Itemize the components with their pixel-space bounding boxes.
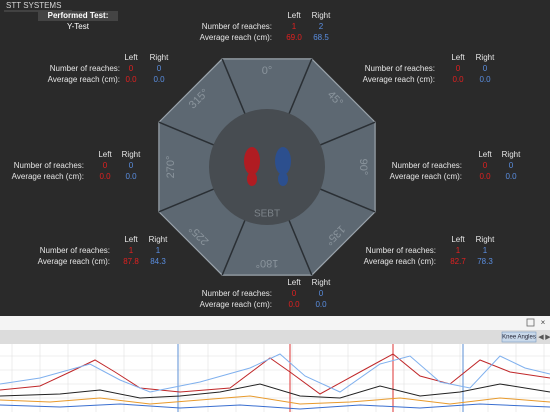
avg-label: Average reach (cm):: [12, 172, 84, 181]
angle-label: 270°: [165, 156, 177, 179]
left-header: Left: [451, 235, 465, 244]
test-name: Y-Test: [67, 22, 90, 31]
left-reaches: 1: [292, 22, 297, 31]
reaches-label: Number of reaches:: [40, 246, 110, 255]
left-heel: [247, 172, 257, 186]
angle-label: 0°: [262, 65, 273, 77]
left-header: Left: [124, 53, 138, 62]
reaches-label: Number of reaches:: [366, 246, 436, 255]
left-avg: 0.0: [99, 172, 111, 181]
angle-label: 90°: [357, 159, 369, 176]
graph-titlebar: [0, 316, 550, 330]
left-header: Left: [287, 278, 301, 287]
graph-grid: [0, 344, 550, 412]
graph-lines: [0, 344, 550, 412]
scroll-right[interactable]: ▶: [545, 334, 550, 341]
left-avg: 69.0: [286, 33, 302, 42]
right-avg: 0.0: [153, 75, 165, 84]
left-avg: 0.0: [452, 75, 464, 84]
left-avg: 0.0: [288, 300, 300, 309]
right-avg: 0.0: [479, 75, 491, 84]
right-avg: 0.0: [125, 172, 137, 181]
graph-line: [0, 353, 550, 393]
knee-angles-label[interactable]: Knee Angles: [502, 335, 536, 341]
right-header: Right: [150, 53, 169, 62]
left-reaches: 0: [103, 161, 108, 170]
left-reaches: 0: [292, 289, 297, 298]
reaches-label: Number of reaches:: [392, 161, 462, 170]
right-reaches: 0: [509, 161, 514, 170]
close-button[interactable]: ×: [541, 318, 546, 327]
right-avg: 68.5: [313, 33, 329, 42]
right-reaches: 1: [156, 246, 161, 255]
graph-toolbar: [0, 330, 550, 344]
right-reaches: 0: [157, 64, 162, 73]
avg-label: Average reach (cm):: [48, 75, 120, 84]
graph-line: [0, 403, 550, 410]
right-reaches: 0: [319, 289, 324, 298]
left-foot: [244, 147, 260, 175]
left-reaches: 0: [129, 64, 134, 73]
left-header: Left: [478, 150, 492, 159]
restore-button[interactable]: [526, 318, 535, 327]
right-reaches: 0: [129, 161, 134, 170]
avg-label: Average reach (cm):: [38, 257, 110, 266]
left-reaches: 0: [456, 64, 461, 73]
graph-line: [0, 395, 550, 405]
right-header: Right: [476, 235, 495, 244]
right-foot: [275, 147, 291, 175]
avg-label: Average reach (cm):: [200, 300, 272, 309]
right-avg: 78.3: [477, 257, 493, 266]
graph-line: [0, 353, 550, 395]
graph-area: [0, 344, 550, 412]
left-avg: 82.7: [450, 257, 466, 266]
left-reaches: 1: [456, 246, 461, 255]
right-avg: 0.0: [505, 172, 517, 181]
left-header: Left: [451, 53, 465, 62]
knee-angles-button[interactable]: [501, 331, 537, 343]
right-reaches: 1: [483, 246, 488, 255]
inner-circle: [209, 109, 325, 225]
left-header: Left: [287, 11, 301, 20]
left-reaches: 0: [483, 161, 488, 170]
reaches-label: Number of reaches:: [202, 22, 272, 31]
graph-line: [0, 383, 550, 399]
right-reaches: 2: [319, 22, 324, 31]
avg-label: Average reach (cm):: [364, 257, 436, 266]
reaches-label: Number of reaches:: [14, 161, 84, 170]
right-header: Right: [149, 235, 168, 244]
left-avg: 0.0: [479, 172, 491, 181]
panels: Left Right Number of reaches: Average reach…: [12, 11, 521, 309]
left-avg: 0.0: [125, 75, 137, 84]
right-header: Right: [122, 150, 141, 159]
performed-test-label: Performed Test:: [48, 11, 109, 20]
reaches-label: Number of reaches:: [365, 64, 435, 73]
right-heel: [278, 172, 288, 186]
right-avg: 84.3: [150, 257, 166, 266]
right-reaches: 0: [483, 64, 488, 73]
avg-label: Average reach (cm):: [363, 75, 435, 84]
angle-label: 180°: [256, 257, 279, 269]
reaches-label: Number of reaches:: [50, 64, 120, 73]
avg-label: Average reach (cm):: [390, 172, 462, 181]
left-header: Left: [98, 150, 112, 159]
right-avg: 0.0: [315, 300, 327, 309]
left-avg: 87.8: [123, 257, 139, 266]
right-header: Right: [312, 11, 331, 20]
right-header: Right: [476, 53, 495, 62]
right-header: Right: [502, 150, 521, 159]
right-header: Right: [312, 278, 331, 287]
left-reaches: 1: [129, 246, 134, 255]
center-label: SEBT: [254, 209, 280, 220]
brand: STT SYSTEMS: [6, 1, 61, 10]
scroll-left[interactable]: ◀: [538, 334, 544, 341]
avg-label: Average reach (cm):: [200, 33, 272, 42]
left-header: Left: [124, 235, 138, 244]
performed-test-box: [38, 11, 118, 21]
reaches-label: Number of reaches:: [202, 289, 272, 298]
